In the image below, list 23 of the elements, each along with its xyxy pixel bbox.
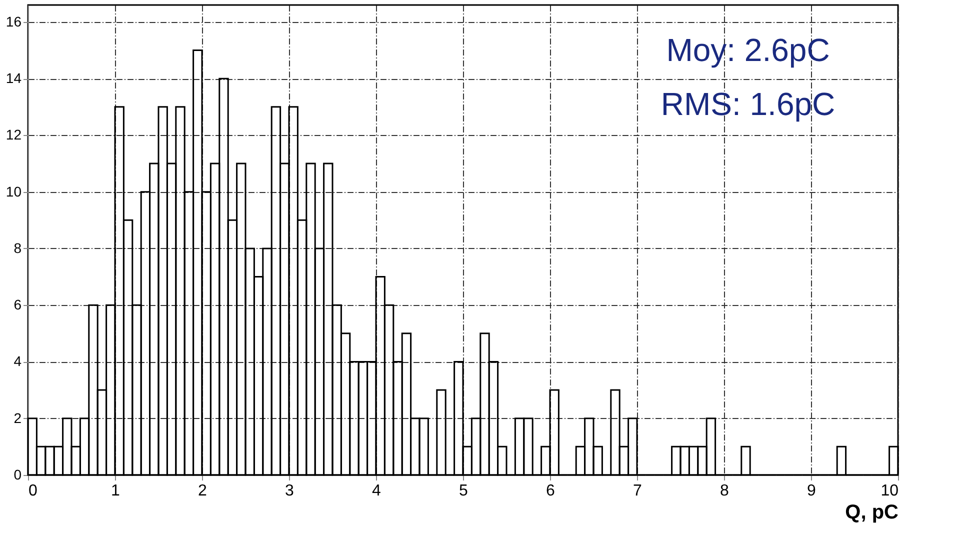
- x-tick-label: 5: [459, 482, 468, 500]
- x-tick-label: 7: [633, 482, 642, 500]
- x-axis-title: Q, pC: [845, 502, 898, 524]
- y-tick-label: 12: [6, 126, 22, 143]
- y-tick-label: 16: [6, 13, 22, 30]
- x-tick-label: 4: [372, 482, 382, 500]
- x-tick-label: 2: [198, 482, 208, 500]
- y-tick-label: 0: [14, 466, 22, 482]
- annotation: RMS: 1.6pC: [660, 86, 836, 122]
- y-tick-label: 8: [14, 240, 22, 256]
- x-tick-label: 0: [28, 482, 38, 500]
- annotation: Moy: 2.6pC: [666, 32, 830, 68]
- y-tick-label: 14: [6, 70, 22, 86]
- x-tick-label: 3: [285, 482, 294, 500]
- x-tick-label: 8: [720, 482, 730, 500]
- y-tick-label: 4: [14, 353, 22, 370]
- y-tick-label: 10: [6, 183, 22, 200]
- x-tick-label: 9: [807, 482, 816, 500]
- x-tick-label: 6: [546, 482, 556, 500]
- x-tick-label: 10: [880, 482, 899, 500]
- y-tick-label: 6: [14, 296, 22, 313]
- x-tick-label: 1: [111, 482, 120, 500]
- y-tick-label: 2: [14, 410, 22, 426]
